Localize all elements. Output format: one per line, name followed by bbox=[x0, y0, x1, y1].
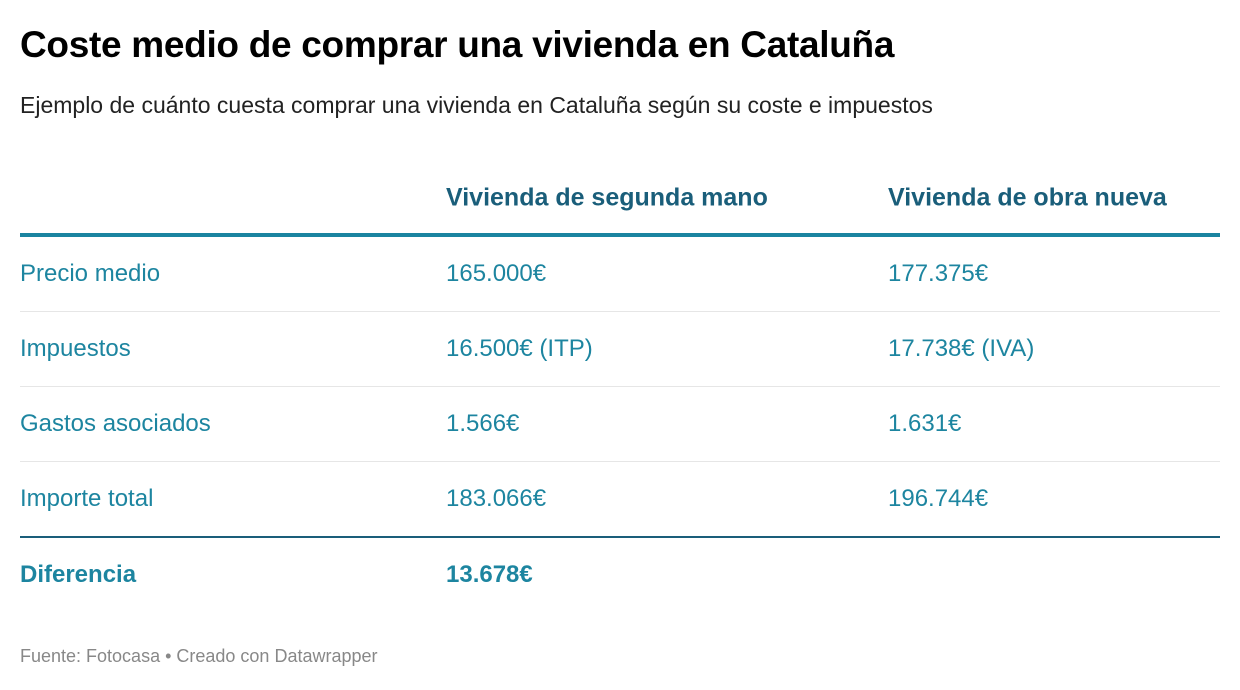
row-label: Impuestos bbox=[20, 335, 131, 362]
column-header[interactable]: Vivienda de obra nueva bbox=[888, 183, 1167, 212]
table-cell: 177.375€ bbox=[888, 260, 989, 287]
summary-row: Diferencia 13.678€ bbox=[20, 538, 1220, 612]
table-cell: 1.566€ bbox=[446, 410, 520, 437]
row-label: Importe total bbox=[20, 485, 154, 512]
table-cell: 1.631€ bbox=[888, 410, 962, 437]
table-header-row: Vivienda de segunda mano Vivienda de obr… bbox=[20, 170, 1220, 237]
table-row: Impuestos 16.500€ (ITP) 17.738€ (IVA) bbox=[20, 312, 1220, 387]
row-label: Gastos asociados bbox=[20, 410, 211, 437]
table-cell: 16.500€ (ITP) bbox=[446, 335, 593, 362]
data-table: Vivienda de segunda mano Vivienda de obr… bbox=[20, 170, 1220, 612]
source-footer: Fuente: Fotocasa • Creado con Datawrappe… bbox=[20, 646, 378, 666]
row-label: Diferencia bbox=[20, 561, 137, 588]
table-row: Precio medio 165.000€ 177.375€ bbox=[20, 237, 1220, 312]
column-header[interactable]: Vivienda de segunda mano bbox=[446, 183, 768, 212]
table-cell: 183.066€ bbox=[446, 485, 547, 512]
table-cell: 196.744€ bbox=[888, 485, 989, 512]
chart-title: Coste medio de comprar una vivienda en C… bbox=[20, 24, 895, 65]
table-cell: 17.738€ (IVA) bbox=[888, 335, 1035, 362]
chart-subtitle: Ejemplo de cuánto cuesta comprar una viv… bbox=[20, 92, 933, 118]
row-label: Precio medio bbox=[20, 260, 161, 287]
table-row: Importe total 183.066€ 196.744€ bbox=[20, 462, 1220, 538]
table-cell: 13.678€ bbox=[446, 561, 533, 588]
table-cell: 165.000€ bbox=[446, 260, 547, 287]
table-row: Gastos asociados 1.566€ 1.631€ bbox=[20, 387, 1220, 462]
